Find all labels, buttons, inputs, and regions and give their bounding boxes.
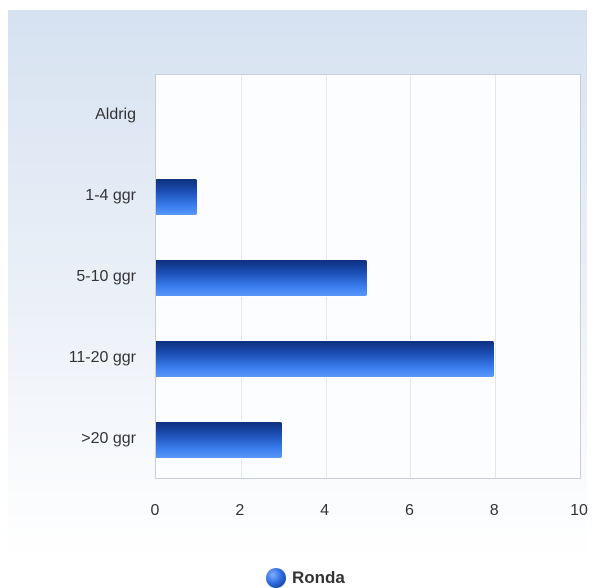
category-label: >20 ggr: [81, 429, 136, 447]
x-tick-label: 0: [150, 502, 160, 519]
x-tick-label: 2: [235, 502, 245, 519]
category-label: Aldrig: [95, 105, 136, 123]
category-label: 5-10 ggr: [76, 267, 136, 285]
bar[interactable]: [156, 420, 284, 459]
bar[interactable]: [156, 258, 368, 297]
legend[interactable]: Ronda: [266, 568, 345, 588]
gridline: [495, 75, 497, 478]
legend-swatch-icon: [266, 568, 286, 588]
category-label: 1-4 ggr: [85, 186, 136, 204]
plot-area: [155, 74, 581, 479]
category-label: 11-20 ggr: [68, 348, 136, 366]
legend-label: Ronda: [292, 568, 345, 587]
x-tick-label: 6: [404, 502, 414, 519]
bar[interactable]: [156, 339, 496, 378]
x-tick-label: 8: [489, 502, 499, 519]
x-tick-label: 10: [570, 502, 588, 519]
gridline: [410, 75, 412, 478]
bar[interactable]: [156, 177, 199, 216]
chart-container: Aldrig 1-4 ggr 5-10 ggr 11-20 ggr >20 ggr 0 2…: [8, 10, 588, 588]
x-tick-label: 4: [320, 502, 330, 519]
